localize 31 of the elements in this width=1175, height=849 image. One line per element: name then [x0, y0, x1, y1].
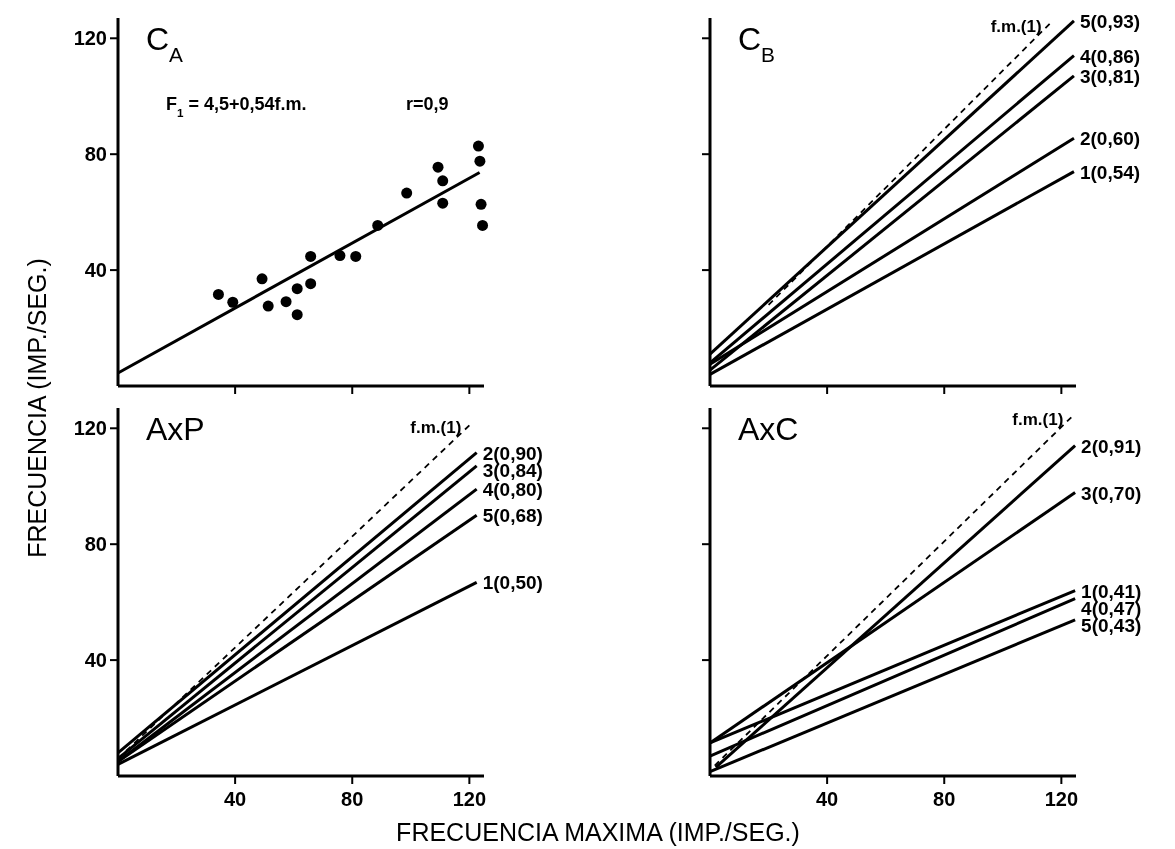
- series-label: f.m.(1): [1012, 410, 1064, 430]
- annotation: r=0,9: [406, 94, 449, 114]
- series-label: 2(0,91): [1081, 435, 1142, 457]
- y-tick-label: 120: [73, 27, 107, 50]
- series-label: 5(0,68): [482, 505, 543, 527]
- chart-title: C$_{B}$: [738, 21, 775, 66]
- x-axis-title: FRECUENCIA MAXIMA (IMP./SEG.): [396, 818, 800, 846]
- chart-title: AxC: [738, 411, 799, 447]
- series-label: 3(0,70): [1081, 482, 1142, 504]
- y-tick-label: 120: [73, 417, 107, 440]
- x-tick-label: 40: [223, 788, 247, 810]
- y-axis-title: FRECUENCIA (IMP./SEG.): [23, 258, 51, 558]
- y-tick-label: 80: [84, 533, 107, 556]
- series-label: f.m.(1): [410, 418, 462, 438]
- series-label: 1(0,50): [482, 572, 543, 594]
- series-label: f.m.(1): [990, 16, 1042, 36]
- x-tick-label: 80: [933, 788, 956, 810]
- x-tick-label: 40: [815, 788, 839, 810]
- y-tick-label: 40: [84, 259, 107, 282]
- chart-title: AxP: [146, 411, 205, 447]
- y-tick-label: 40: [84, 649, 107, 672]
- series-label: 2(0,60): [1079, 128, 1141, 150]
- chart-title: C$_{A}$: [146, 21, 184, 66]
- series-label: 1(0,54): [1079, 161, 1141, 183]
- series-label: 4(0,86): [1079, 45, 1141, 67]
- series-label: 5(0,93): [1079, 10, 1141, 32]
- x-tick-label: 120: [452, 788, 487, 810]
- annotation: F$_{1}$ = 4,5+0,54f.m.: [166, 94, 307, 119]
- x-tick-label: 80: [341, 788, 364, 810]
- x-tick-label: 120: [1044, 788, 1079, 810]
- y-tick-label: 80: [84, 143, 107, 166]
